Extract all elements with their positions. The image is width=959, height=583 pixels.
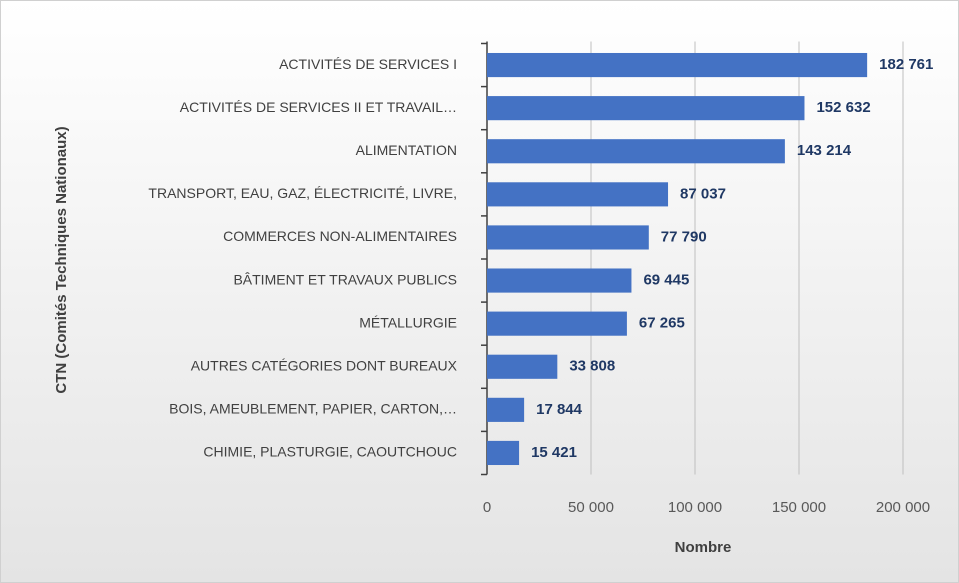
bar <box>487 440 520 466</box>
x-tick-label: 0 <box>483 499 491 516</box>
x-tick-label: 50 000 <box>568 499 614 516</box>
bar <box>487 311 627 336</box>
y-tick-label: ACTIVITÉS DE SERVICES I <box>279 56 457 72</box>
value-label: 17 844 <box>536 401 583 418</box>
bar <box>487 397 525 422</box>
x-tick-label: 200 000 <box>876 499 930 516</box>
bar <box>487 268 632 293</box>
value-label: 69 445 <box>643 272 689 289</box>
value-label: 33 808 <box>569 358 615 375</box>
x-axis-title: Nombre <box>675 539 732 556</box>
y-tick-label: BÂTIMENT ET TRAVAUX PUBLICS <box>233 271 457 287</box>
y-tick-label: TRANSPORT, EAU, GAZ, ÉLECTRICITÉ, LIVRE, <box>148 185 457 201</box>
x-tick-label: 150 000 <box>772 499 826 516</box>
value-label: 77 790 <box>661 228 707 245</box>
y-tick-label: ACTIVITÉS DE SERVICES II ET TRAVAIL… <box>180 99 457 115</box>
bar <box>487 225 649 250</box>
x-tick-label: 100 000 <box>668 499 722 516</box>
bar <box>487 182 669 207</box>
y-tick-label: AUTRES CATÉGORIES DONT BUREAUX <box>191 357 458 373</box>
y-tick-label: BOIS, AMEUBLEMENT, PAPIER, CARTON,… <box>169 401 457 417</box>
bar <box>487 139 785 164</box>
bar <box>487 96 805 121</box>
value-label: 67 265 <box>639 315 685 332</box>
y-tick-label: COMMERCES NON-ALIMENTAIRES <box>223 228 457 244</box>
value-label: 143 214 <box>797 142 852 159</box>
y-tick-label: MÉTALLURGIE <box>359 314 457 330</box>
bar <box>487 354 558 379</box>
value-label: 15 421 <box>531 444 577 461</box>
value-label: 87 037 <box>680 185 726 202</box>
value-label: 182 761 <box>879 56 933 73</box>
y-tick-label: ALIMENTATION <box>356 142 457 158</box>
y-axis-title: CTN (Comités Techniques Nationaux) <box>53 126 70 393</box>
y-tick-label: CHIMIE, PLASTURGIE, CAOUTCHOUC <box>203 444 457 460</box>
value-label: 152 632 <box>816 99 870 116</box>
bar <box>487 52 868 78</box>
